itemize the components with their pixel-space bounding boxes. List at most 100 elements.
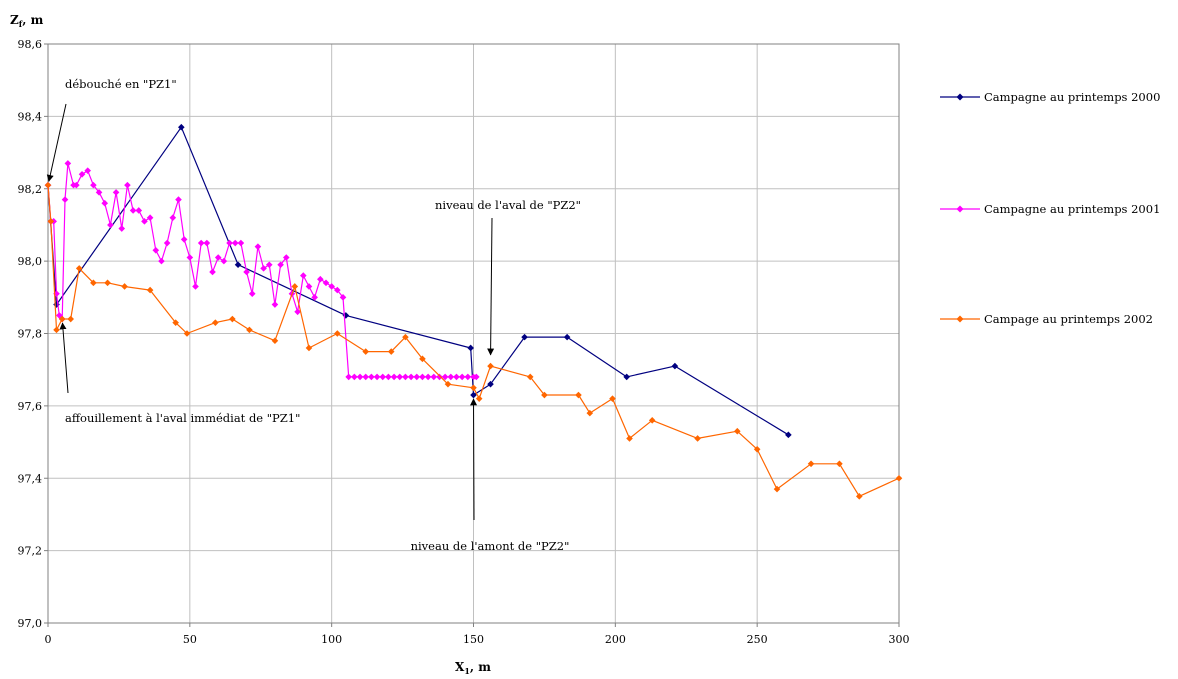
data-point-2001 xyxy=(197,239,205,247)
data-point-2001 xyxy=(419,373,426,381)
data-point-2002 xyxy=(271,337,279,345)
data-point-2002 xyxy=(807,460,815,468)
data-point-2001 xyxy=(390,373,398,381)
data-point-2001 xyxy=(277,261,284,269)
data-point-2002 xyxy=(183,330,191,337)
data-point-2002 xyxy=(387,348,395,355)
data-point-2001 xyxy=(243,268,250,276)
data-point-2001 xyxy=(141,218,148,225)
data-point-2001 xyxy=(402,373,409,381)
y-tick-label: 98,2 xyxy=(18,183,43,196)
data-point-2001 xyxy=(473,373,480,381)
y-tick-label: 98,4 xyxy=(18,110,43,123)
annotation-affouillement: affouillement à l'aval immédiat de "PZ1" xyxy=(59,322,300,425)
data-point-2001 xyxy=(248,290,256,297)
x-tick-label: 300 xyxy=(889,633,910,646)
data-point-2002 xyxy=(44,181,52,189)
data-point-2002 xyxy=(734,427,741,435)
data-point-2001 xyxy=(254,243,262,250)
legend-marker-2002 xyxy=(956,315,964,323)
data-point-2002 xyxy=(541,391,548,399)
data-point-2001 xyxy=(135,207,143,214)
y-axis-label-sub: f xyxy=(19,19,23,29)
data-point-2000 xyxy=(671,362,679,370)
data-point-2000 xyxy=(178,123,185,131)
annotation-affouillement-text: affouillement à l'aval immédiat de "PZ1" xyxy=(65,411,300,425)
data-point-2002 xyxy=(362,348,370,355)
annotation-debouche-pz1: débouché en "PZ1" xyxy=(46,77,177,182)
data-point-2001 xyxy=(78,170,86,178)
annotation-debouche-pz1-arrow xyxy=(46,103,67,182)
data-point-2002 xyxy=(470,384,477,392)
data-point-2002 xyxy=(53,326,60,334)
data-point-2002 xyxy=(419,355,426,363)
x-axis-label-sub: 1 xyxy=(464,666,470,676)
gridlines xyxy=(47,43,900,624)
data-point-2000 xyxy=(487,380,494,388)
data-point-2001 xyxy=(396,373,404,381)
data-point-2001 xyxy=(146,214,154,221)
data-point-2000 xyxy=(234,261,242,269)
legend-label-2002: Campage au printemps 2002 xyxy=(984,312,1153,326)
data-point-2001 xyxy=(192,283,199,290)
data-point-2001 xyxy=(334,286,341,294)
data-point-2002 xyxy=(753,446,761,453)
data-point-2001 xyxy=(95,189,103,196)
data-point-2002 xyxy=(229,315,236,323)
data-point-2002 xyxy=(402,333,409,341)
data-point-2001 xyxy=(373,373,381,381)
data-point-2001 xyxy=(107,221,114,229)
x-tick-label: 100 xyxy=(321,633,342,646)
data-point-2002 xyxy=(246,326,253,334)
data-point-2002 xyxy=(67,315,74,323)
data-point-2001 xyxy=(447,373,455,381)
data-point-2002 xyxy=(305,344,313,352)
data-point-2002 xyxy=(47,218,55,225)
x-tick-label: 250 xyxy=(747,633,768,646)
data-point-2002 xyxy=(90,279,97,287)
x-axis-label: X1, m xyxy=(455,660,491,676)
data-point-2001 xyxy=(379,373,387,381)
data-point-2002 xyxy=(855,493,863,500)
data-point-2001 xyxy=(101,199,109,207)
data-point-2002 xyxy=(895,474,903,482)
data-point-2001 xyxy=(112,189,120,196)
y-tick-label: 97,8 xyxy=(18,328,43,341)
data-point-2001 xyxy=(339,294,347,301)
data-point-2001 xyxy=(84,167,92,174)
data-point-2001 xyxy=(356,373,364,381)
data-point-2001 xyxy=(203,239,211,247)
data-point-2001 xyxy=(385,373,392,381)
annotation-aval-pz2-text: niveau de l'aval de "PZ2" xyxy=(435,198,581,212)
data-point-2002 xyxy=(526,373,534,381)
data-point-2002 xyxy=(291,283,299,290)
legend: Campagne au printemps 2000 Campagne au p… xyxy=(940,90,1160,326)
data-point-2001 xyxy=(129,207,137,214)
data-point-2001 xyxy=(124,181,131,189)
data-point-2002 xyxy=(121,283,128,290)
data-point-2001 xyxy=(436,373,443,381)
data-point-2001 xyxy=(152,246,160,254)
data-point-2001 xyxy=(362,373,370,381)
data-point-2001 xyxy=(186,254,194,261)
x-axis-label-main: X xyxy=(455,660,465,674)
data-point-2001 xyxy=(282,254,290,261)
x-axis: 0 50 100 150 200 250 300 xyxy=(45,623,910,646)
data-point-2001 xyxy=(163,239,171,247)
data-point-2001 xyxy=(305,283,313,290)
legend-item-2000: Campagne au printemps 2000 xyxy=(940,90,1160,104)
annotation-aval-pz2-arrow xyxy=(487,217,495,356)
legend-item-2001: Campagne au printemps 2001 xyxy=(940,202,1160,216)
y-tick-label: 97,2 xyxy=(18,545,43,558)
data-point-2000 xyxy=(785,431,792,439)
data-point-2001 xyxy=(73,181,80,189)
annotation-amont-pz2-text: niveau de l'amont de "PZ2" xyxy=(411,539,570,553)
data-point-2001 xyxy=(424,373,432,381)
data-point-2002 xyxy=(609,395,616,402)
data-point-2002 xyxy=(626,435,633,442)
data-point-2001 xyxy=(345,373,352,381)
data-point-2002 xyxy=(575,391,582,399)
data-point-2001 xyxy=(231,239,239,247)
series-2002 xyxy=(44,181,903,500)
